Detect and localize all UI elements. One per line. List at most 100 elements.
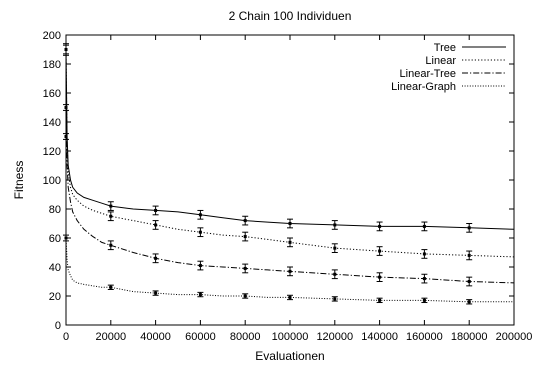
data-point xyxy=(109,243,113,247)
error-bar xyxy=(376,297,383,304)
data-point xyxy=(467,300,471,304)
error-bar xyxy=(287,266,293,277)
y-tick-label: 100 xyxy=(43,175,61,187)
data-point xyxy=(243,235,247,239)
y-tick-label: 40 xyxy=(49,262,61,274)
error-bar xyxy=(466,223,473,233)
error-bar xyxy=(287,294,293,301)
data-point xyxy=(288,295,292,299)
data-point xyxy=(243,219,247,223)
legend-label: Linear-Graph xyxy=(391,81,456,93)
data-point xyxy=(333,246,337,250)
x-tick-label: 0 xyxy=(63,331,69,343)
y-tick-label: 180 xyxy=(43,59,61,71)
data-point xyxy=(154,256,158,260)
legend-label: Linear-Tree xyxy=(400,68,456,80)
error-bar xyxy=(197,227,204,238)
data-point xyxy=(467,253,471,257)
error-bar xyxy=(197,209,204,220)
x-tick-label: 140000 xyxy=(361,331,398,343)
error-bar xyxy=(287,218,293,229)
data-point xyxy=(198,293,202,297)
data-point xyxy=(154,291,158,295)
error-bar xyxy=(242,215,249,226)
error-bar xyxy=(331,269,338,280)
data-point xyxy=(378,224,382,228)
x-tick-label: 60000 xyxy=(185,331,216,343)
data-point xyxy=(378,275,382,279)
error-bar xyxy=(63,133,69,140)
data-point xyxy=(333,297,337,301)
y-tick-label: 20 xyxy=(49,291,61,303)
data-point xyxy=(467,280,471,283)
error-bar xyxy=(242,231,249,242)
data-point xyxy=(243,266,247,270)
data-point xyxy=(288,269,292,273)
y-tick-label: 160 xyxy=(43,88,61,100)
y-axis-label: Fitness xyxy=(12,161,26,200)
y-tick-label: 0 xyxy=(55,320,61,332)
error-bar xyxy=(421,221,428,232)
data-point xyxy=(422,298,426,302)
data-point xyxy=(422,224,426,228)
error-bar xyxy=(152,290,159,296)
data-point xyxy=(378,298,382,302)
legend-label: Linear xyxy=(425,55,456,67)
data-point xyxy=(198,213,202,217)
x-tick-label: 100000 xyxy=(272,331,309,343)
x-tick-label: 20000 xyxy=(96,331,127,343)
error-bar xyxy=(197,291,204,298)
error-bar xyxy=(152,253,159,264)
data-point xyxy=(198,230,202,234)
data-point xyxy=(378,249,382,253)
legend-label: Tree xyxy=(434,42,456,54)
y-tick-label: 140 xyxy=(43,117,61,129)
data-point xyxy=(288,222,292,225)
error-bar xyxy=(421,249,428,259)
x-tick-label: 40000 xyxy=(140,331,171,343)
data-point xyxy=(109,285,113,289)
y-tick-label: 60 xyxy=(49,233,61,245)
data-point xyxy=(154,223,158,227)
data-point xyxy=(154,208,158,212)
error-bar xyxy=(376,246,383,256)
error-bar xyxy=(466,250,473,261)
axis-ticks: 0 20000 40000 60000 80000 100000 120000 140000 1… xyxy=(43,30,533,343)
y-tick-label: 120 xyxy=(43,146,61,158)
error-bar xyxy=(466,276,473,287)
series-linear-tree xyxy=(63,104,515,287)
x-axis-label: Evaluationen xyxy=(255,349,324,363)
error-bar xyxy=(152,205,159,216)
x-tick-label: 180000 xyxy=(451,331,488,343)
data-point xyxy=(64,236,68,240)
series-linear-graph xyxy=(63,133,514,305)
chart-title: 2 Chain 100 Individuen xyxy=(229,9,352,23)
error-bar xyxy=(331,220,338,230)
error-bar xyxy=(242,293,249,299)
x-tick-label: 120000 xyxy=(316,331,353,343)
x-tick-label: 200000 xyxy=(496,331,533,343)
x-tick-label: 160000 xyxy=(406,331,443,343)
error-bar xyxy=(466,299,473,305)
error-bar xyxy=(331,243,338,253)
data-point xyxy=(467,226,471,230)
data-point xyxy=(422,252,426,256)
data-point xyxy=(109,214,113,218)
data-point xyxy=(64,48,68,51)
data-point xyxy=(333,223,337,227)
y-tick-label: 80 xyxy=(49,204,61,216)
data-point xyxy=(64,135,68,138)
error-bar xyxy=(197,260,204,271)
error-bar xyxy=(421,297,428,304)
series-linear xyxy=(63,44,515,261)
error-bar xyxy=(421,273,428,284)
error-bar xyxy=(107,211,114,222)
y-tick-label: 200 xyxy=(43,30,61,42)
error-bar xyxy=(152,220,159,230)
data-point xyxy=(243,294,247,298)
error-bar xyxy=(63,234,69,242)
error-bar xyxy=(107,284,114,290)
data-point xyxy=(198,264,202,268)
error-bar xyxy=(63,44,69,55)
data-point xyxy=(333,272,337,276)
